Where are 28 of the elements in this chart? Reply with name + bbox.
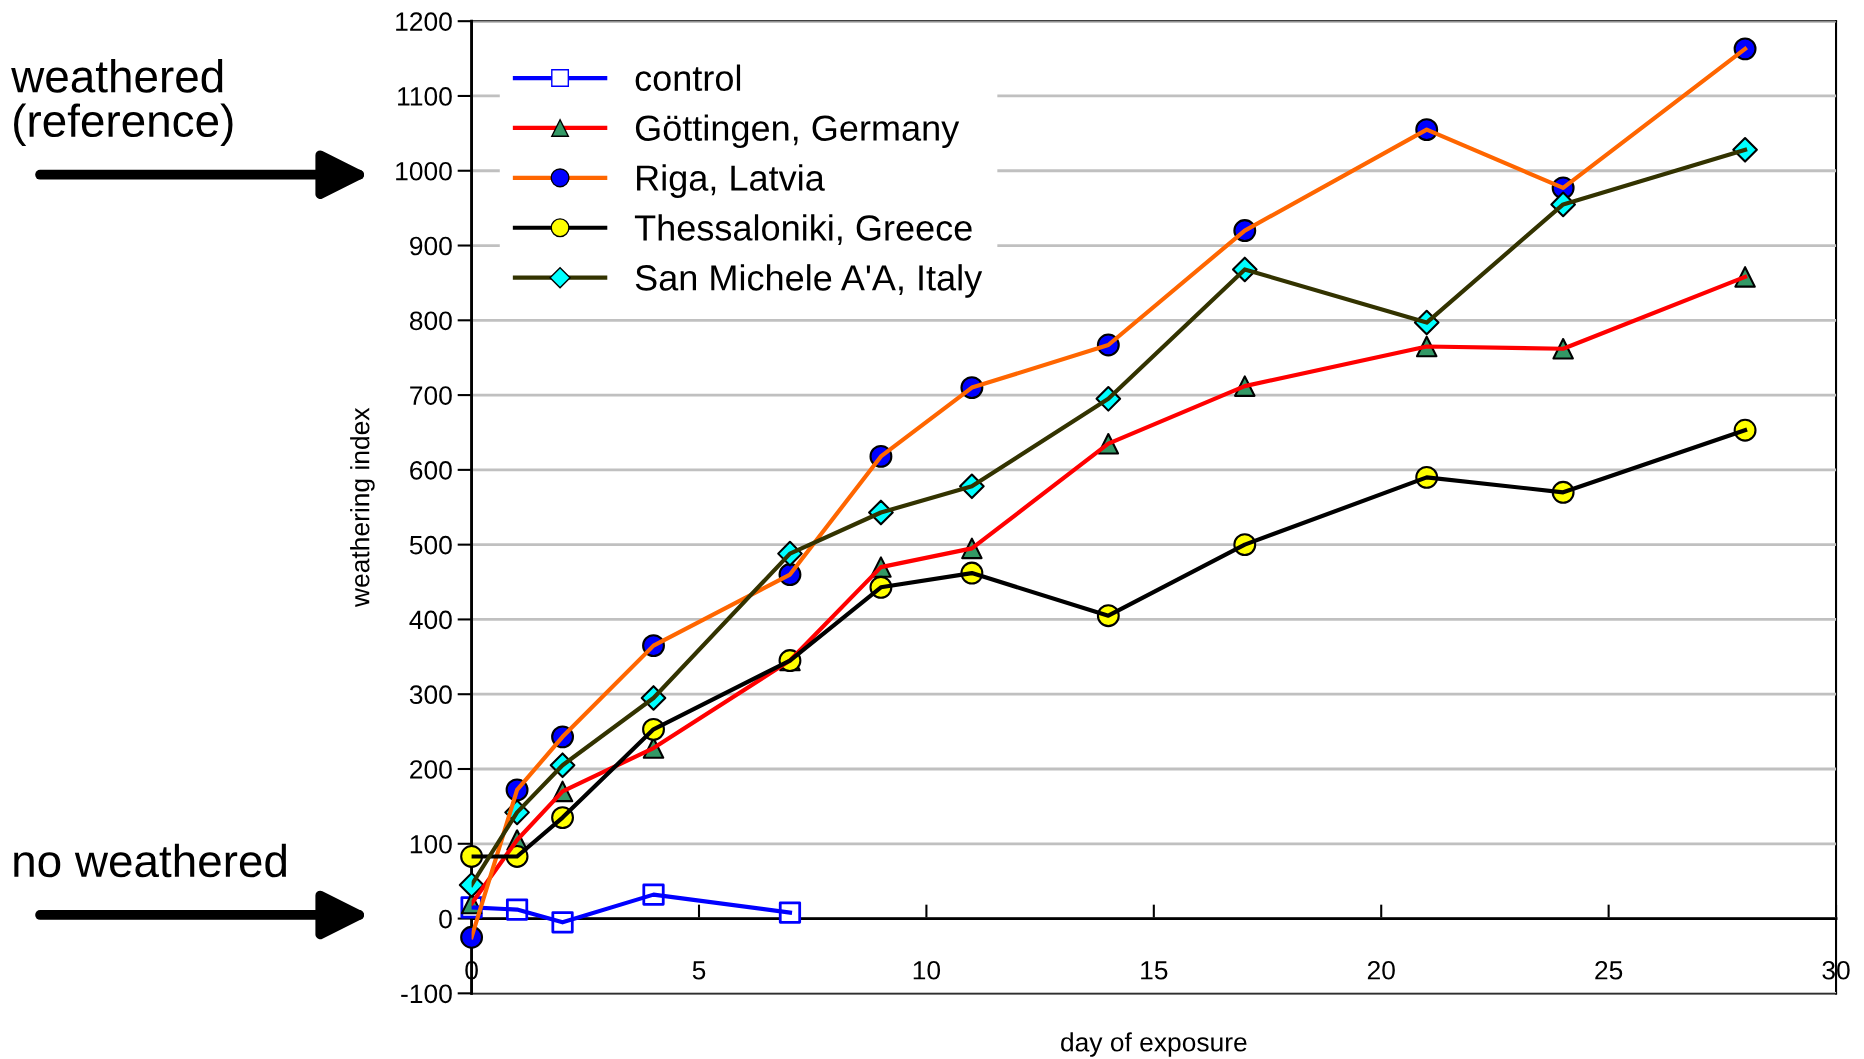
legend-label: Riga, Latvia [637, 164, 825, 198]
y-tick-label: 300 [409, 685, 452, 705]
x-tick-label: 5 [692, 961, 706, 980]
y-axis-title: weathering index [350, 407, 375, 608]
x-tick-label: 15 [1141, 961, 1168, 980]
y-tick-label: 400 [409, 610, 452, 630]
y-tick-label: 100 [410, 834, 452, 854]
y-tick-label: 500 [409, 535, 452, 555]
y-tick-label: 1000 [396, 161, 452, 181]
y-tick-label: 200 [410, 760, 452, 779]
x-axis-title: day of exposure [1061, 1032, 1247, 1057]
y-tick-label: 900 [410, 236, 452, 256]
legend-label: Göttingen, Germany [635, 114, 960, 149]
y-tick-label: 1200 [396, 12, 452, 31]
y-tick-label: 700 [410, 386, 452, 405]
y-tick-label: 600 [410, 461, 452, 480]
legend-label: control [635, 64, 741, 92]
y-tick-label: 800 [409, 311, 452, 331]
legend-label: San Michele A'A, Italy [635, 264, 983, 298]
x-tick-label: 25 [1595, 960, 1623, 980]
y-tick-label: -100 [401, 984, 452, 1004]
y-tick-label: 0 [439, 909, 452, 929]
x-tick-label: 20 [1367, 960, 1395, 980]
text: no weathered [14, 843, 286, 878]
y-tick-label: 1100 [398, 87, 452, 106]
legend-label: Thessaloniki, Greece [634, 214, 972, 246]
text: weathered (reference) [11, 59, 233, 147]
x-tick-label: 10 [913, 960, 941, 980]
